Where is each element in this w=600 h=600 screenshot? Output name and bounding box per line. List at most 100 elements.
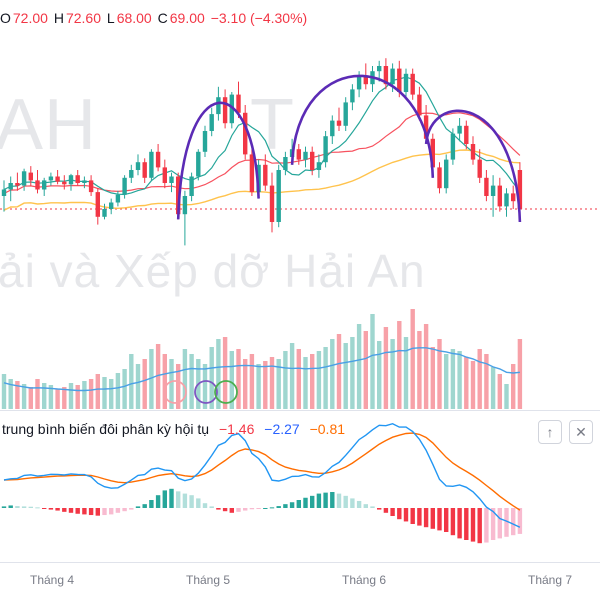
macd-histogram-bar (21, 506, 27, 508)
macd-histogram-bar (504, 508, 509, 537)
close-value: 69.00 (169, 10, 205, 26)
volume-bar (62, 387, 67, 409)
macd-histogram-bar (249, 508, 255, 510)
volume-bar (269, 357, 275, 409)
candle-body (82, 180, 87, 183)
candle-body (296, 149, 301, 160)
candle-body (48, 176, 54, 181)
x-tick-label: Tháng 7 (528, 573, 573, 587)
candle-body (417, 94, 422, 116)
pattern-arc (176, 101, 260, 220)
candle-body (189, 176, 194, 196)
macd-histogram-bar (283, 504, 288, 508)
volume-bar (55, 389, 60, 409)
candle-body (383, 66, 389, 85)
macd-histogram-bar (88, 508, 94, 516)
macd-histogram-bar (202, 503, 208, 508)
macd-legend: trung bình biến đôi phân kỳ hội tụ −1.46… (2, 421, 345, 437)
change-value: −3.10 (−4.30%) (210, 10, 308, 26)
volume-bar (484, 354, 489, 409)
macd-histogram-bar (323, 492, 328, 508)
candle-body (222, 97, 228, 124)
candle-body (403, 73, 409, 92)
volume-bar (397, 321, 402, 409)
candle-body (55, 176, 60, 182)
open-label: O (0, 10, 11, 26)
volume-bar (249, 354, 255, 409)
candle-body (490, 185, 496, 196)
candle-body (316, 162, 322, 170)
macd-histogram-bar (102, 508, 107, 516)
volume-bar (229, 351, 234, 409)
macd-histogram-bar (256, 508, 261, 509)
time-axis-border (0, 562, 600, 563)
candle-body (470, 144, 476, 160)
volume-bar (430, 347, 435, 409)
volume-bar (310, 354, 315, 409)
macd-histogram-bar (423, 508, 429, 528)
close-pane-button[interactable]: ✕ (569, 420, 593, 444)
ma-fast-line (3, 76, 521, 196)
candle-body (142, 162, 147, 178)
volume-bar (390, 339, 395, 409)
macd-histogram-bar (484, 508, 489, 543)
macd-histogram-bar (75, 508, 80, 514)
macd-histogram-bar (135, 506, 141, 508)
candle-body (182, 196, 188, 215)
volume-bar (256, 364, 261, 409)
macd-histogram-bar (263, 508, 268, 509)
macd-histogram-bar (28, 506, 33, 508)
macd-histogram-bar (1, 506, 7, 508)
volume-ma-line (3, 347, 520, 392)
macd-histogram-bar (55, 508, 60, 511)
ma-slow-line (3, 149, 520, 211)
candle-body (8, 183, 13, 190)
macd-histogram-bar (216, 508, 221, 510)
volume-bar (450, 349, 456, 409)
volume-bar (216, 339, 221, 409)
macd-histogram-bar (437, 508, 442, 531)
volume-bar (296, 349, 301, 409)
candle-body (135, 162, 141, 170)
macd-histogram-bar (383, 508, 389, 513)
volume-bar (189, 354, 194, 409)
macd-histogram-bar (444, 508, 449, 532)
macd-histogram-bar (430, 508, 435, 529)
candle-body (95, 192, 100, 217)
ohlc-legend: O 72.00 H 72.60 L 68.00 C 69.00 −3.10 (−4.30… (0, 10, 309, 32)
macd-histogram-bar (15, 506, 20, 508)
low-label: L (106, 10, 115, 26)
candle-body (229, 94, 234, 124)
candle-body (42, 180, 47, 190)
open-value: 72.00 (12, 10, 48, 26)
volume-bar (21, 384, 27, 409)
candle-body (75, 175, 80, 183)
volume-bar (517, 339, 523, 409)
volume-bar (444, 354, 449, 409)
macd-histogram-bar (450, 508, 456, 536)
volume-bar (504, 384, 509, 409)
volume-bar (48, 385, 54, 409)
candle-body (1, 189, 7, 196)
volume-bar (176, 364, 181, 409)
low-value: 68.00 (116, 10, 152, 26)
candle-body (249, 154, 255, 193)
macd-histogram-bar (289, 502, 295, 508)
macd-histogram-bar (176, 491, 181, 508)
candle-body (303, 151, 308, 160)
macd-histogram-bar (162, 490, 167, 508)
volume-bar (35, 379, 40, 409)
volume-bar (490, 367, 496, 409)
candle-body (149, 151, 154, 178)
move-pane-up-button[interactable]: ↑ (538, 420, 562, 444)
macd-histogram-bar (370, 506, 375, 508)
macd-histogram-bar (330, 492, 335, 508)
candle-body (276, 170, 281, 222)
volume-bar (437, 339, 442, 409)
candle-body (410, 73, 415, 95)
volume-bar (470, 361, 476, 409)
volume-bar (115, 373, 121, 409)
candle-body (377, 66, 382, 72)
